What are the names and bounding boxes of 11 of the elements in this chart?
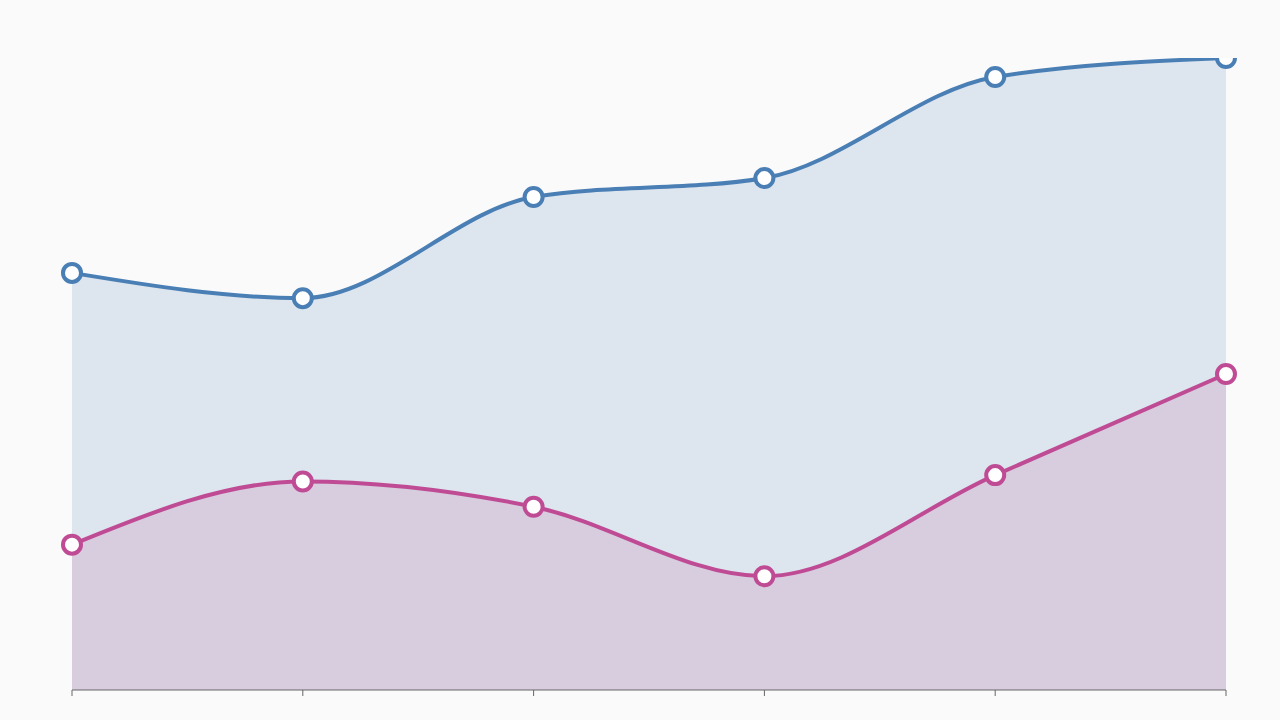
point [522,495,545,518]
point [61,533,83,556]
point [522,186,545,209]
point [753,565,776,588]
point [984,464,1007,487]
point [291,470,314,493]
point [984,65,1007,88]
point [1215,363,1237,385]
point [61,261,83,284]
point [291,287,314,310]
point [753,167,776,190]
